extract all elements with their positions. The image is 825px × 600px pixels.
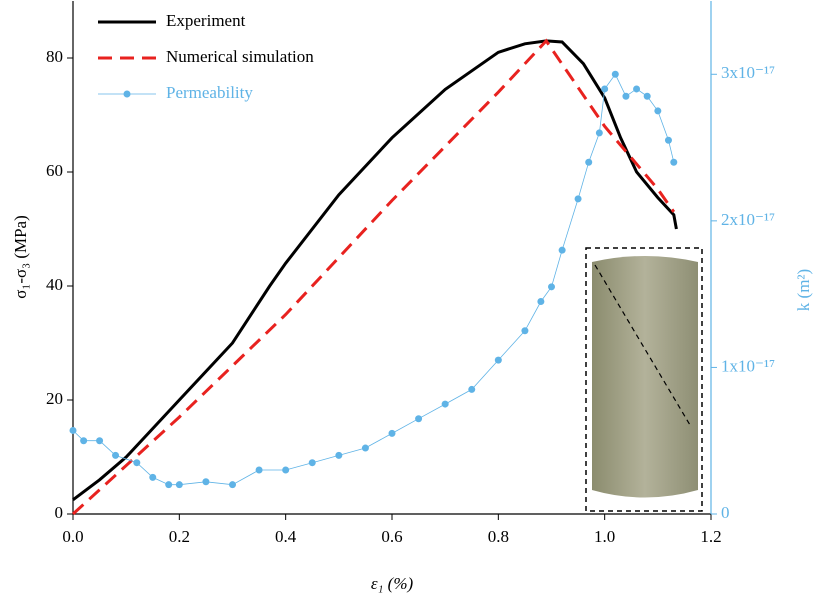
y-axis-label: σ₁-σ₃ (MPa) bbox=[11, 215, 30, 299]
data-point bbox=[633, 85, 641, 93]
x-tick-label: 1.2 bbox=[700, 527, 721, 546]
y-tick-label: 60 bbox=[46, 161, 63, 180]
y-tick-label: 40 bbox=[46, 275, 63, 294]
data-point bbox=[595, 129, 603, 137]
data-point bbox=[133, 459, 141, 467]
y2-tick-label: 1x10⁻¹⁷ bbox=[721, 356, 775, 375]
data-point bbox=[664, 136, 672, 144]
y2-axis-label: k (m²) bbox=[794, 269, 813, 311]
legend-marker bbox=[123, 90, 131, 98]
y2-tick-label: 2x10⁻¹⁷ bbox=[721, 210, 775, 229]
series-line bbox=[71, 38, 676, 516]
data-point bbox=[441, 400, 449, 408]
data-point bbox=[96, 437, 104, 445]
data-point bbox=[558, 246, 566, 254]
y-tick-label: 20 bbox=[46, 389, 63, 408]
x-tick-label: 0.0 bbox=[62, 527, 83, 546]
y-tick-label: 0 bbox=[55, 503, 64, 522]
data-point bbox=[537, 297, 545, 305]
data-point bbox=[622, 92, 630, 100]
legend-label: Permeability bbox=[166, 83, 253, 102]
y2-tick-label: 3x10⁻¹⁷ bbox=[721, 63, 775, 82]
data-point bbox=[69, 426, 77, 434]
data-point bbox=[361, 444, 369, 452]
data-point bbox=[601, 85, 609, 93]
inset-frame bbox=[585, 247, 703, 512]
series-line bbox=[72, 39, 678, 501]
data-point bbox=[521, 327, 529, 335]
x-tick-label: 1.0 bbox=[594, 527, 615, 546]
data-point bbox=[165, 481, 173, 489]
data-point bbox=[202, 478, 210, 486]
y-tick-label: 80 bbox=[46, 47, 63, 66]
data-point bbox=[585, 158, 593, 166]
data-point bbox=[670, 158, 678, 166]
data-point bbox=[308, 459, 316, 467]
series-line bbox=[72, 73, 675, 486]
y2-tick-label: 0 bbox=[721, 503, 730, 522]
data-point bbox=[574, 195, 582, 203]
data-point bbox=[611, 70, 619, 78]
x-tick-label: 0.4 bbox=[275, 527, 297, 546]
data-point bbox=[494, 356, 502, 364]
rock-specimen bbox=[592, 256, 698, 498]
specimen-inset bbox=[585, 247, 703, 512]
legend-label: Numerical simulation bbox=[166, 47, 314, 66]
data-point bbox=[654, 107, 662, 115]
data-point bbox=[255, 466, 263, 474]
data-point bbox=[548, 283, 555, 291]
x-axis-label: ε₁ (%) bbox=[371, 574, 414, 593]
x-tick-label: 0.6 bbox=[381, 527, 402, 546]
x-tick-label: 0.8 bbox=[488, 527, 509, 546]
legend-label: Experiment bbox=[166, 11, 246, 30]
data-point bbox=[468, 385, 476, 393]
data-point bbox=[335, 451, 343, 459]
data-point bbox=[282, 466, 290, 474]
fracture-line bbox=[594, 264, 691, 426]
data-point bbox=[643, 92, 651, 100]
data-point bbox=[112, 451, 120, 459]
data-point bbox=[149, 473, 157, 481]
data-point bbox=[80, 437, 88, 445]
x-tick-label: 0.2 bbox=[169, 527, 190, 546]
data-point bbox=[415, 415, 423, 423]
data-point bbox=[175, 481, 183, 489]
data-point bbox=[229, 481, 236, 489]
data-point bbox=[388, 429, 396, 437]
